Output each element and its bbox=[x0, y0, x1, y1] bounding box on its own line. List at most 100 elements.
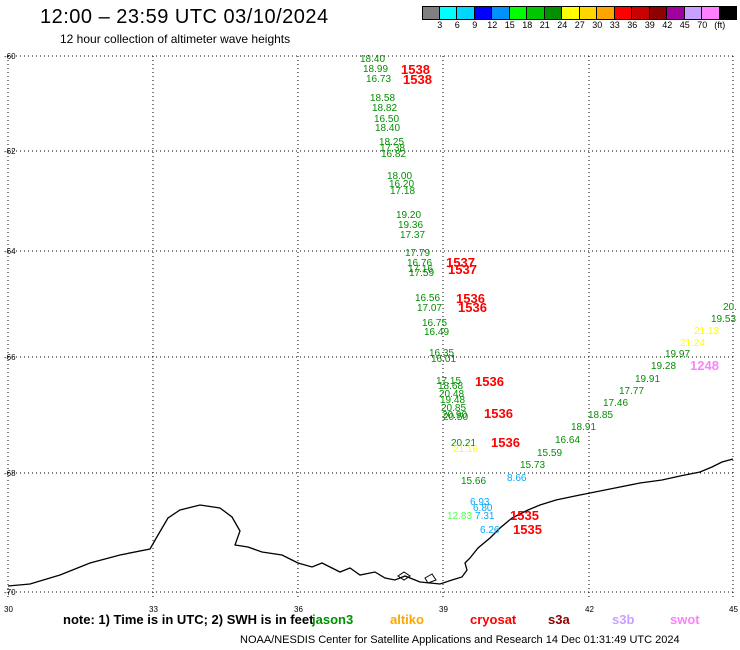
pass-time-label: 1538 bbox=[403, 72, 432, 87]
legend-labels: 3 6 9 12 15 18 21 24 27 30 33 36 39 42 45 70 (ft) bbox=[431, 20, 737, 30]
wave-height-label: 17.79 bbox=[405, 248, 430, 259]
wave-height-label: 16.50 bbox=[374, 114, 399, 125]
wave-height-label: 17.07 bbox=[417, 303, 442, 314]
satellite-s3b: s3b bbox=[612, 612, 635, 627]
legend-label: 27 bbox=[574, 20, 585, 30]
legend-label: (ft) bbox=[714, 20, 726, 30]
legend-swatch bbox=[649, 6, 667, 20]
wave-height-label: 16.01 bbox=[431, 354, 456, 365]
pass-time-label: 1538 bbox=[401, 62, 430, 77]
footer-note: note: 1) Time is in UTC; 2) SWH is in fe… bbox=[63, 612, 314, 627]
legend-swatch bbox=[614, 6, 632, 20]
pass-time-label: 1536 bbox=[458, 300, 487, 315]
legend-label: 12 bbox=[487, 20, 498, 30]
pass-time-label: 1536 bbox=[456, 291, 485, 306]
wave-height-label: 19.91 bbox=[635, 374, 660, 385]
wave-height-label: 15.66 bbox=[461, 476, 486, 487]
pass-time-label: 1536 bbox=[484, 406, 513, 421]
wave-height-label: 17.18 bbox=[390, 186, 415, 197]
wave-height-label: 18.25 bbox=[379, 137, 404, 148]
wave-height-label: 21.16 bbox=[453, 444, 478, 455]
wave-height-label: 16.56 bbox=[415, 293, 440, 304]
wave-height-label: 18.00 bbox=[387, 171, 412, 182]
wave-height-label: 19.48 bbox=[440, 395, 465, 406]
wave-height-label: 17.59 bbox=[409, 268, 434, 279]
legend-swatch bbox=[492, 6, 510, 20]
pass-time-label: 1537 bbox=[448, 262, 477, 277]
wave-height-label: 19.97 bbox=[665, 349, 690, 360]
pass-time-label: 1537 bbox=[446, 255, 475, 270]
legend-swatches bbox=[422, 6, 737, 20]
satellite-altiko: altiko bbox=[390, 612, 424, 627]
coastline-island bbox=[397, 571, 411, 581]
wave-height-label: 16.49 bbox=[424, 327, 449, 338]
wave-height-label: 18.40 bbox=[360, 54, 385, 65]
wave-height-label: 16.75 bbox=[422, 318, 447, 329]
map-subtitle: 12 hour collection of altimeter wave hei… bbox=[60, 32, 291, 46]
legend-label: 24 bbox=[557, 20, 568, 30]
legend-label: 6 bbox=[454, 20, 460, 30]
wave-height-label: 20.21 bbox=[451, 438, 476, 449]
pass-time-label: 1535 bbox=[510, 508, 539, 523]
wave-height-label: 16.35 bbox=[429, 348, 454, 359]
wave-height-label: 15.59 bbox=[537, 448, 562, 459]
legend-swatch bbox=[597, 6, 615, 20]
wave-height-label: 20. bbox=[723, 302, 737, 313]
legend-label: 39 bbox=[644, 20, 655, 30]
legend-swatch bbox=[527, 6, 545, 20]
wave-height-label: 16.73 bbox=[366, 74, 391, 85]
wave-height-label: 19.36 bbox=[398, 220, 423, 231]
wave-height-label: 20.50 bbox=[443, 412, 468, 423]
satellite-s3a: s3a bbox=[548, 612, 570, 627]
wave-height-label: 16.76 bbox=[407, 258, 432, 269]
legend-swatch bbox=[702, 6, 720, 20]
legend-swatch bbox=[562, 6, 580, 20]
lon-label: 36 bbox=[294, 605, 303, 614]
wave-height-label: 17.16 bbox=[408, 264, 433, 275]
lon-label: 30 bbox=[4, 605, 13, 614]
observations-layer: 18.4018.9916.7318.5818.8216.5018.4018.25… bbox=[360, 54, 737, 536]
wave-height-label: 18.82 bbox=[372, 103, 397, 114]
legend-label: 3 bbox=[437, 20, 443, 30]
satellite-cryosat: cryosat bbox=[470, 612, 517, 627]
wave-height-label: 20.48 bbox=[439, 389, 464, 400]
wave-height-label: 18.40 bbox=[375, 123, 400, 134]
legend-swatch bbox=[579, 6, 597, 20]
wave-height-label: 6.26 bbox=[480, 525, 500, 536]
legend-label: 70 bbox=[697, 20, 708, 30]
wave-height-label: 21.24 bbox=[680, 338, 705, 349]
wave-height-label: 18.58 bbox=[370, 93, 395, 104]
wave-height-label: 20.85 bbox=[441, 403, 466, 414]
pass-time-label: 1535 bbox=[513, 522, 542, 537]
wave-height-label: 16.64 bbox=[555, 435, 580, 446]
legend-label: 18 bbox=[522, 20, 533, 30]
lon-label: 33 bbox=[149, 605, 158, 614]
legend-swatch bbox=[719, 6, 737, 20]
lat-label: -60 bbox=[4, 52, 16, 61]
legend-swatch bbox=[509, 6, 527, 20]
legend-swatch bbox=[684, 6, 702, 20]
lat-label: -62 bbox=[4, 147, 16, 156]
wave-height-label: 19.28 bbox=[651, 361, 676, 372]
lon-label: 42 bbox=[585, 605, 594, 614]
wave-height-label: 18.85 bbox=[588, 410, 613, 421]
lon-label: 45 bbox=[729, 605, 738, 614]
lat-label: -64 bbox=[4, 247, 16, 256]
wave-height-label: 17.38 bbox=[380, 143, 405, 154]
satellite-swot: swot bbox=[670, 612, 700, 627]
lon-label: 39 bbox=[439, 605, 448, 614]
legend-swatch bbox=[632, 6, 650, 20]
wave-height-label: 12.83 bbox=[447, 511, 472, 522]
pass-time-label: 1248 bbox=[690, 358, 719, 373]
legend-label: 15 bbox=[504, 20, 515, 30]
wave-height-label: 19.53 bbox=[711, 314, 736, 325]
wave-height-label: 18.99 bbox=[363, 64, 388, 75]
legend-swatch bbox=[439, 6, 457, 20]
wave-height-label: 18.91 bbox=[571, 422, 596, 433]
color-legend: 3 6 9 12 15 18 21 24 27 30 33 36 39 42 45 70 (ft) bbox=[422, 6, 737, 30]
legend-label: 21 bbox=[539, 20, 550, 30]
wave-height-label: 8.66 bbox=[507, 473, 527, 484]
credit-line: NOAA/NESDIS Center for Satellite Applica… bbox=[240, 634, 680, 646]
legend-swatch bbox=[544, 6, 562, 20]
